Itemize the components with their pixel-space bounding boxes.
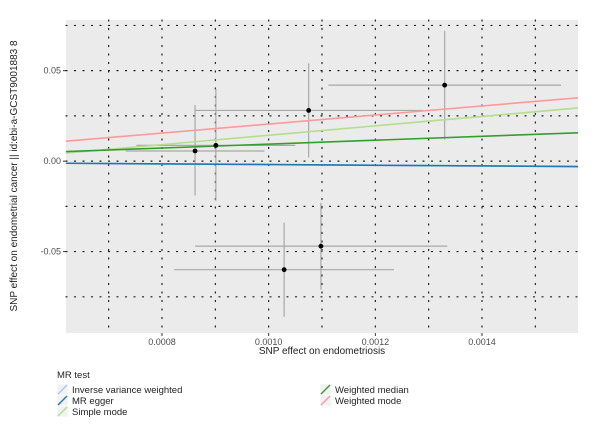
legend-label: Weighted mode [335,396,401,407]
y-axis-ticks: 0.05 0.00 -0.05 [40,66,66,257]
legend-key-line [320,395,331,406]
y-tick-label: 0.05 [43,66,61,76]
grid-lines [65,19,579,334]
x-tick-label: 0.0012 [362,337,390,347]
regression-lines [65,97,579,168]
legend-label: MR egger [72,396,114,407]
data-points [192,82,448,273]
x-axis-ticks: 0.0008 0.0010 0.0012 0.0014 [148,333,496,347]
data-point [306,108,312,113]
legend-item: Weighted median [319,383,409,396]
x-tick-label: 0.0010 [255,337,283,347]
x-axis-title: SNP effect on endometriosis [259,346,385,357]
legend-item: Weighted mode [319,394,401,407]
legend-item: MR egger [56,394,114,407]
x-tick-label: 0.0014 [468,337,496,347]
legend-key-line [57,395,68,406]
legend-key-line [57,384,68,395]
legend-label: Inverse variance weighted [72,385,182,396]
regression-line [65,131,579,153]
legend-title: MR test [57,370,90,381]
data-point [442,82,448,88]
y-axis-title: SNP effect on endometrial cancer || id:e… [9,40,20,312]
legend-label: Simple mode [72,407,127,418]
legend-key-line [320,384,331,395]
data-point [192,148,198,154]
legend-key-line [57,406,68,417]
plot-panel [66,20,578,333]
x-tick-label: 0.0008 [148,337,176,347]
legend-item: Simple mode [56,405,127,418]
regression-line [65,97,579,143]
legend-item: Inverse variance weighted [56,383,182,396]
regression-line [65,107,579,154]
data-point [213,142,219,148]
data-point [281,267,287,273]
y-tick-label: 0.00 [43,156,61,166]
regression-line [65,162,579,168]
data-point [318,243,324,249]
legend-label: Weighted median [335,385,409,396]
y-tick-label: -0.05 [40,247,61,257]
